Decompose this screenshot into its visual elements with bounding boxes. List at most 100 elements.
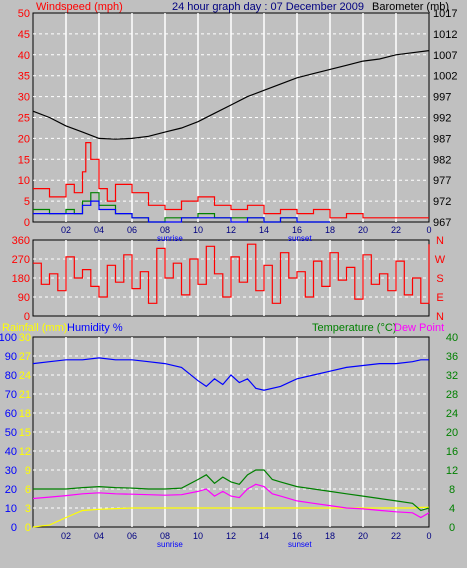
wind-speed-tick-label: 30 <box>18 92 30 104</box>
rainfall-tick-label: 21 <box>19 389 31 401</box>
wind-speed-tick-label: 45 <box>18 29 30 41</box>
rainfall-tick-label: 0 <box>25 522 31 534</box>
temp-x-tick-label: 22 <box>391 531 401 541</box>
dewpoint-label: Dew Point <box>394 322 444 334</box>
barometer-tick-label: 1007 <box>433 50 457 62</box>
wind-series-0 <box>33 142 429 219</box>
barometer-tick-label: 972 <box>433 196 451 208</box>
wind-x-tick-label: 10 <box>193 225 203 235</box>
graph-title: 24 hour graph day : 07 December 2009 <box>172 1 364 13</box>
humidity-tick-label: 20 <box>5 484 17 496</box>
wind-x-tick-label: 12 <box>226 225 236 235</box>
wind-x-tick-label: 14 <box>259 225 269 235</box>
temp-x-tick-label: 14 <box>259 531 269 541</box>
rainfall-tick-label: 30 <box>19 332 31 344</box>
wind-x-tick-label: 04 <box>94 225 104 235</box>
wind-x-tick-label: 18 <box>325 225 335 235</box>
wind-speed-tick-label: 40 <box>18 50 30 62</box>
sunrise-marker-2: sunrise <box>157 540 183 549</box>
wind-speed-tick-label: 15 <box>18 154 30 166</box>
temp-x-tick-label: 18 <box>325 531 335 541</box>
barometer-tick-label: 1002 <box>433 71 457 83</box>
direction-series <box>33 243 430 304</box>
humidity-label: Humidity % <box>67 322 123 334</box>
temperature-label: Temperature (°C) <box>312 322 396 334</box>
wind-x-tick-label: 22 <box>391 225 401 235</box>
direction-degrees-tick-label: 90 <box>18 292 30 304</box>
humidity-series <box>32 357 429 391</box>
barometer-label: Barometer (mb) <box>372 1 449 13</box>
direction-compass-tick-label: N <box>436 235 444 247</box>
rainfall-tick-label: 24 <box>19 370 31 382</box>
temp-x-tick-label: 16 <box>292 531 302 541</box>
rainfall-tick-label: 3 <box>25 503 31 515</box>
direction-degrees-tick-label: 180 <box>12 273 30 285</box>
rainfall-tick-label: 27 <box>19 351 31 363</box>
windspeed-label: Windspeed (mph) <box>36 1 123 13</box>
humidity-tick-label: 100 <box>0 332 17 344</box>
barometer-tick-label: 1012 <box>433 29 457 41</box>
temp-x-tick-label: 04 <box>94 531 104 541</box>
temp-x-tick-label: 10 <box>193 531 203 541</box>
temperature-tick-label: 4 <box>449 503 455 515</box>
temperature-tick-label: 32 <box>446 370 458 382</box>
barometer-tick-label: 967 <box>433 217 451 229</box>
temp-x-tick-label: 12 <box>226 531 236 541</box>
temp-x-tick-label: 08 <box>160 531 170 541</box>
barometer-tick-label: 1017 <box>433 8 457 20</box>
wind-x-tick-label: 20 <box>358 225 368 235</box>
barometer-tick-label: 997 <box>433 92 451 104</box>
wind-x-tick-label: 08 <box>160 225 170 235</box>
temperature-tick-label: 36 <box>446 351 458 363</box>
temperature-tick-label: 16 <box>446 446 458 458</box>
temperature-series <box>33 469 430 512</box>
temp-x-tick-label: 20 <box>358 531 368 541</box>
temp-x-tick-label: 02 <box>61 531 71 541</box>
dewpoint-series <box>32 483 430 519</box>
wind-barometer-panel: 0 5 10 15 20 25 30 35 40 45 50 967 972 977 982 987 992 99… <box>18 8 458 235</box>
direction-degrees-tick-label: 360 <box>12 235 30 247</box>
wind-x-tick-label: 16 <box>292 225 302 235</box>
wind-x-tick-label: 0 <box>426 225 431 235</box>
temperature-tick-label: 0 <box>449 522 455 534</box>
temperature-tick-label: 12 <box>446 465 458 477</box>
barometer-tick-label: 992 <box>433 113 451 125</box>
temperature-tick-label: 24 <box>446 408 458 420</box>
wind-series-2 <box>33 200 330 223</box>
rainfall-tick-label: 18 <box>19 408 31 420</box>
temperature-tick-label: 20 <box>446 427 458 439</box>
wind-speed-tick-label: 35 <box>18 71 30 83</box>
wind-x-tick-label: 02 <box>61 225 71 235</box>
direction-compass-tick-label: N <box>436 311 444 323</box>
sunset-marker-2: sunset <box>288 540 312 549</box>
temperature-tick-label: 8 <box>449 484 455 496</box>
rainfall-series <box>32 506 429 528</box>
barometer-tick-label: 987 <box>433 133 451 145</box>
direction-compass-tick-label: W <box>435 254 446 266</box>
wind-speed-tick-label: 10 <box>18 175 30 187</box>
humidity-tick-label: 70 <box>5 389 17 401</box>
humidity-tick-label: 60 <box>5 408 17 420</box>
temp-x-tick-label: 06 <box>127 531 137 541</box>
humidity-tick-label: 30 <box>5 465 17 477</box>
rainfall-tick-label: 9 <box>25 465 31 477</box>
direction-compass-tick-label: E <box>436 292 443 304</box>
humidity-tick-label: 10 <box>5 503 17 515</box>
sunset-marker-1: sunset <box>288 234 312 243</box>
barometer-series <box>32 50 430 140</box>
wind-x-tick-label: 06 <box>127 225 137 235</box>
humidity-tick-label: 50 <box>5 427 17 439</box>
humidity-tick-label: 90 <box>5 351 17 363</box>
direction-degrees-tick-label: 0 <box>24 311 30 323</box>
rainfall-label: Rainfall (mm) <box>2 322 67 334</box>
direction-degrees-tick-label: 270 <box>12 254 30 266</box>
humidity-tick-label: 80 <box>5 370 17 382</box>
wind-speed-tick-label: 5 <box>24 196 30 208</box>
sunrise-marker-1: sunrise <box>157 234 183 243</box>
wind-speed-tick-label: 50 <box>18 8 30 20</box>
barometer-tick-label: 982 <box>433 154 451 166</box>
wind-speed-tick-label: 20 <box>18 133 30 145</box>
